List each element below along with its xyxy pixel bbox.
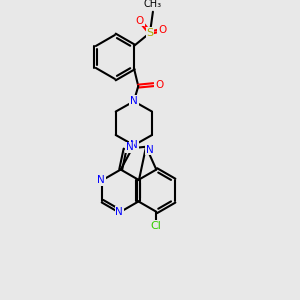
Text: CH₃: CH₃ bbox=[144, 0, 162, 9]
Text: N: N bbox=[126, 142, 134, 152]
Text: N: N bbox=[130, 96, 138, 106]
Text: S: S bbox=[146, 28, 154, 38]
Text: N: N bbox=[130, 140, 138, 150]
Text: Cl: Cl bbox=[151, 221, 162, 231]
Text: O: O bbox=[158, 25, 166, 35]
Text: N: N bbox=[146, 145, 153, 155]
Text: O: O bbox=[136, 16, 144, 26]
Text: O: O bbox=[155, 80, 164, 90]
Text: N: N bbox=[97, 175, 105, 185]
Text: N: N bbox=[116, 207, 123, 217]
